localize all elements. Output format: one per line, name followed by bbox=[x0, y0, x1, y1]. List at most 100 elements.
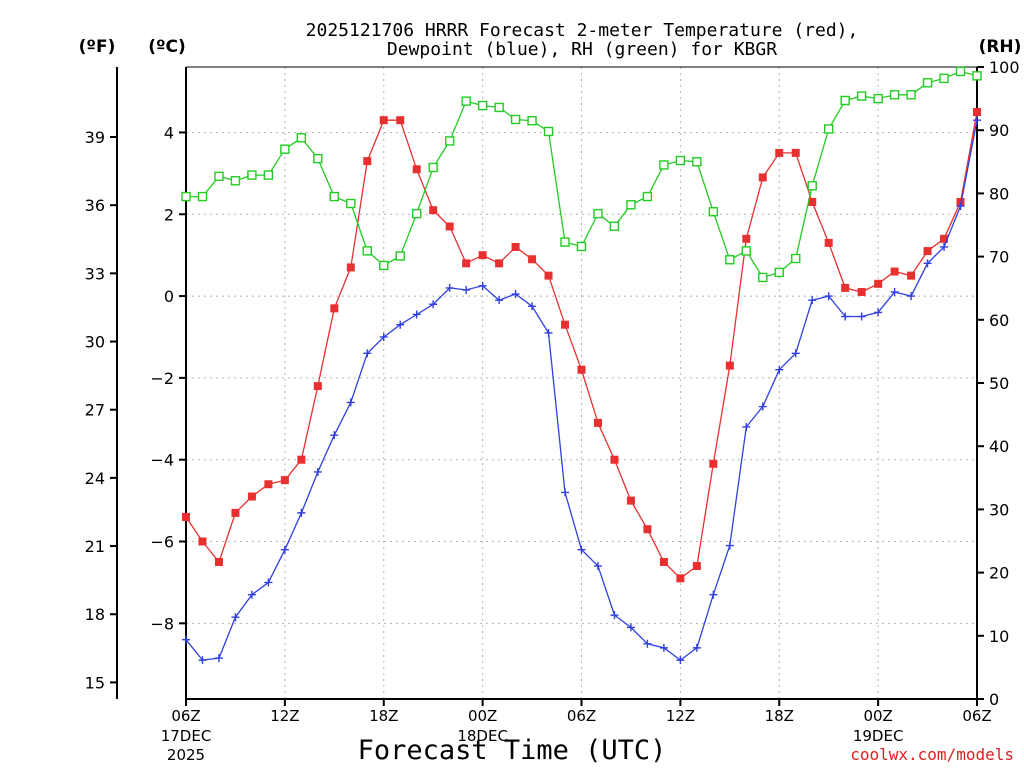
x-axis-label: Forecast Time (UTC) bbox=[358, 735, 667, 766]
dewpoint-point bbox=[610, 611, 619, 620]
dewpoint-point bbox=[874, 308, 883, 317]
rh-point bbox=[922, 78, 933, 88]
celsius-tick-label: −8 bbox=[150, 614, 174, 633]
temperature-point bbox=[577, 365, 586, 374]
temperature-point bbox=[791, 148, 800, 157]
temperature-point bbox=[478, 251, 487, 260]
temperature-point bbox=[511, 242, 520, 251]
x-date-label: 19DEC bbox=[853, 727, 904, 745]
dewpoint-point bbox=[412, 310, 421, 319]
dewpoint-point bbox=[808, 296, 817, 305]
temperature-point bbox=[775, 148, 784, 157]
rh-tick-label: 30 bbox=[989, 500, 1009, 519]
rh-point bbox=[214, 171, 224, 182]
temperature-point bbox=[692, 562, 701, 571]
rh-point bbox=[725, 255, 735, 265]
temperature-point bbox=[313, 382, 322, 391]
dewpoint-point bbox=[429, 300, 438, 309]
x-tick-label: 12Z bbox=[666, 707, 695, 725]
rh-point bbox=[593, 208, 603, 219]
x-tick-label: 06Z bbox=[567, 707, 596, 725]
fahrenheit-tick-label: 39 bbox=[85, 128, 105, 147]
rh-point bbox=[873, 93, 883, 104]
fahrenheit-tick-label: 36 bbox=[85, 196, 105, 215]
rh-tick-label: 80 bbox=[989, 184, 1009, 203]
temperature-point bbox=[363, 157, 372, 166]
rh-tick-label: 40 bbox=[989, 437, 1009, 456]
rh-series bbox=[181, 66, 982, 283]
rh-point bbox=[560, 237, 570, 247]
temperature-point bbox=[379, 116, 388, 125]
rh-tick-label: 60 bbox=[989, 311, 1009, 330]
dewpoint-point bbox=[890, 287, 899, 296]
rh-tick-label: 100 bbox=[989, 58, 1020, 77]
rh-point bbox=[889, 90, 900, 100]
dewpoint-point bbox=[841, 312, 850, 321]
fahrenheit-tick-label: 15 bbox=[85, 673, 105, 692]
dewpoint-point bbox=[182, 635, 190, 644]
rh-tick-label: 10 bbox=[989, 627, 1009, 646]
rh-tick-label: 50 bbox=[989, 374, 1009, 393]
temperature-point bbox=[676, 574, 685, 583]
dewpoint-point bbox=[511, 290, 520, 299]
rh-point bbox=[181, 191, 191, 202]
dewpoint-point bbox=[857, 312, 866, 321]
dewpoint-series bbox=[182, 116, 981, 665]
temperature-point bbox=[857, 287, 866, 296]
dewpoint-point bbox=[198, 656, 207, 665]
unit-label-fahrenheit: (ºF) bbox=[79, 37, 116, 57]
dewpoint-point bbox=[791, 349, 800, 358]
temperature-point bbox=[495, 259, 504, 268]
rh-point bbox=[280, 144, 290, 154]
dewpoint-point bbox=[330, 431, 339, 440]
dewpoint-point bbox=[544, 328, 553, 337]
dewpoint-point bbox=[396, 320, 405, 329]
dewpoint-point bbox=[478, 281, 487, 290]
rh-point bbox=[675, 155, 686, 166]
x-tick-label: 06Z bbox=[171, 707, 200, 725]
dewpoint-point bbox=[280, 545, 289, 554]
temperature-point bbox=[626, 496, 635, 505]
rh-point bbox=[906, 90, 916, 100]
dewpoint-point bbox=[346, 398, 355, 407]
celsius-tick-label: −4 bbox=[150, 451, 174, 470]
temperature-point bbox=[824, 238, 833, 247]
temperature-point bbox=[231, 508, 240, 517]
rh-point bbox=[576, 241, 587, 252]
temperature-point bbox=[610, 455, 619, 464]
temperature-point bbox=[412, 165, 421, 174]
dewpoint-point bbox=[214, 654, 223, 663]
rh-point bbox=[230, 176, 241, 186]
dewpoint-point bbox=[742, 422, 751, 431]
temperature-point bbox=[742, 234, 751, 243]
rh-point bbox=[527, 116, 537, 126]
temperature-point bbox=[247, 492, 256, 501]
temperature-point bbox=[956, 197, 965, 206]
dewpoint-point bbox=[462, 285, 471, 294]
x-tick-label: 12Z bbox=[270, 707, 299, 725]
dewpoint-point bbox=[297, 508, 306, 517]
temperature-point bbox=[561, 320, 570, 329]
rh-point bbox=[972, 71, 982, 81]
dewpoint-point bbox=[692, 643, 701, 652]
rh-point bbox=[412, 208, 422, 219]
rh-point bbox=[296, 133, 307, 143]
rh-tick-label: 90 bbox=[989, 121, 1009, 140]
fahrenheit-tick-label: 18 bbox=[85, 605, 105, 624]
temperature-point bbox=[907, 271, 916, 280]
dewpoint-point bbox=[725, 541, 734, 550]
dewpoint-point bbox=[445, 283, 454, 292]
dewpoint-point bbox=[561, 488, 570, 497]
dewpoint-point bbox=[643, 639, 652, 648]
dewpoint-point bbox=[956, 202, 965, 211]
rh-point bbox=[708, 207, 719, 217]
temperature-point bbox=[182, 512, 190, 521]
temperature-point bbox=[758, 173, 767, 182]
dewpoint-point bbox=[676, 656, 685, 665]
temperature-point bbox=[214, 557, 223, 566]
dewpoint-point bbox=[626, 623, 635, 632]
x-tick-label: 00Z bbox=[863, 707, 892, 725]
rh-point bbox=[444, 136, 455, 146]
